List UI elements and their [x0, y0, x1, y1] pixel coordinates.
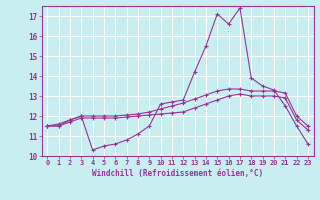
X-axis label: Windchill (Refroidissement éolien,°C): Windchill (Refroidissement éolien,°C) [92, 169, 263, 178]
